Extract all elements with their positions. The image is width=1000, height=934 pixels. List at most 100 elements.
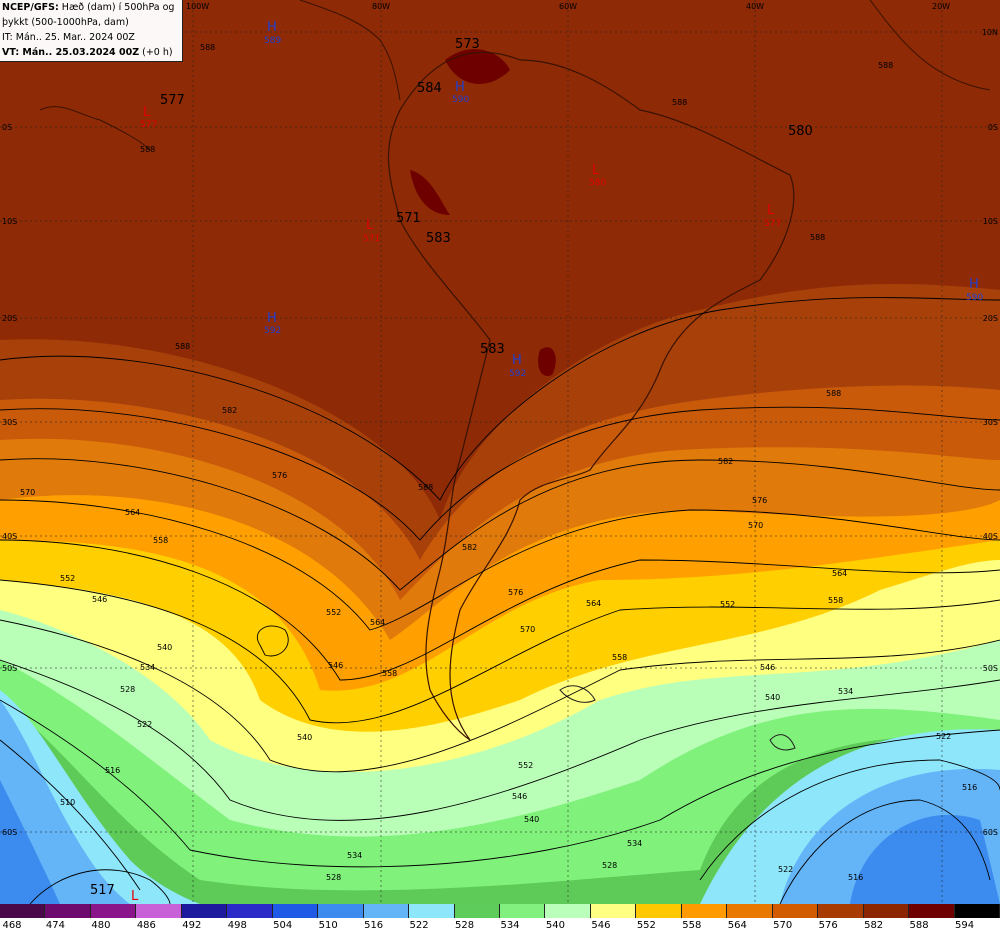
colorbar-tick-label: 576 <box>818 920 838 931</box>
big-label: 583 <box>480 342 505 357</box>
high-value: 592 <box>509 369 526 379</box>
low-value: 577 <box>764 219 781 229</box>
colorbar-tick-label: 522 <box>409 920 429 931</box>
low-marker: L <box>592 163 600 178</box>
colorbar-swatch <box>363 904 410 918</box>
colorbar-swatch <box>545 904 591 918</box>
colorbar-swatch <box>818 904 864 918</box>
andes-highland <box>410 170 450 215</box>
colorbar-swatch <box>272 904 319 918</box>
contour-label: 546 <box>92 595 107 604</box>
lat-labels-left: 0S 10S 20S 30S 40S 50S 60S <box>2 123 17 837</box>
colorbar-tick-label: 474 <box>45 920 65 931</box>
contour-label: 546 <box>760 663 775 672</box>
info-line-4: VT: Mán.. 25.03.2024 00Z (+0 h) <box>2 45 182 60</box>
lon-label: 20W <box>932 2 950 11</box>
colorbar-swatch <box>181 904 228 918</box>
high-value: 592 <box>264 326 281 336</box>
colorbar-swatch <box>500 904 546 918</box>
contour-label: 576 <box>752 496 767 505</box>
venezuela-highland <box>445 49 510 84</box>
lat-label: 10S <box>983 217 998 226</box>
contour-label: 540 <box>157 643 172 652</box>
lat-label: 40S <box>983 532 998 541</box>
low-marker: L <box>767 203 775 218</box>
contour-label: 588 <box>878 61 893 70</box>
lat-label: 20S <box>2 314 17 323</box>
contour-label: 582 <box>222 406 237 415</box>
low-marker: L <box>366 218 374 233</box>
lat-label: 50S <box>2 664 17 673</box>
contour-label: 588 <box>672 98 687 107</box>
contour-label: 510 <box>60 798 75 807</box>
height-contours <box>0 297 1000 904</box>
valid-time: VT: Mán.. 25.03.2024 00Z <box>2 47 140 58</box>
colorbar-tick-label: 540 <box>545 920 565 931</box>
high-value: 590 <box>966 293 983 303</box>
lon-label: 80W <box>372 2 390 11</box>
contour-label: 522 <box>936 732 951 741</box>
contour-label: 576 <box>272 471 287 480</box>
low-marker: L <box>131 889 139 904</box>
colorbar-tick-label: 570 <box>773 920 793 931</box>
colorbar-swatch <box>909 904 955 918</box>
contour-label: 522 <box>778 865 793 874</box>
colorbar-tick-label: 552 <box>636 920 656 931</box>
colorbar-swatch <box>454 904 500 918</box>
lon-label: 40W <box>746 2 764 11</box>
contour-label: 588 <box>826 389 841 398</box>
contour-label: 534 <box>347 851 362 860</box>
colorbar-swatch <box>45 904 91 918</box>
contour-label: 534 <box>140 663 155 672</box>
high-marker: H <box>969 277 979 292</box>
colorbar-tick-label: 558 <box>682 920 702 931</box>
contour-label: 570 <box>748 521 763 530</box>
contour-label: 576 <box>508 588 523 597</box>
colorbar-tick-label: 486 <box>136 920 156 931</box>
lat-label: 20S <box>983 314 998 323</box>
contour-label: 558 <box>153 536 168 545</box>
big-label: 571 <box>396 211 421 226</box>
contour-label: 588 <box>418 483 433 492</box>
lat-label: 30S <box>983 418 998 427</box>
south-georgia-outline <box>769 734 796 751</box>
contour-label: 564 <box>832 569 847 578</box>
model-name: NCEP/GFS: <box>2 2 59 13</box>
contour-label: 558 <box>828 596 843 605</box>
contour-label: 570 <box>520 625 535 634</box>
contour-label: 546 <box>512 792 527 801</box>
colorbar-tick-label: 588 <box>909 920 929 931</box>
colorbar-swatch <box>590 904 637 918</box>
high-marker: H <box>267 20 277 35</box>
big-label: 580 <box>788 124 813 139</box>
contour-label: 534 <box>838 687 853 696</box>
colorbar-swatch <box>636 904 682 918</box>
big-label: 584 <box>417 81 442 96</box>
contour-labels: 588 582 576 570 564 558 552 546 540 534 … <box>20 43 977 882</box>
pressure-centers: H 589 H 590 H 592 H 592 H 590 L 577 L 57… <box>131 20 983 904</box>
colorbar-swatch <box>409 904 455 918</box>
big-label: 517 <box>90 883 115 898</box>
contour-label: 540 <box>297 733 312 742</box>
colorbar-tick-label: 534 <box>500 920 520 931</box>
high-marker: H <box>512 353 522 368</box>
weather-map: 588 582 576 570 564 558 552 546 540 534 … <box>0 0 1000 904</box>
lat-label: 60S <box>2 828 17 837</box>
field-desc: Hæð (dam) í 500hPa og <box>58 2 175 13</box>
contour-label: 516 <box>848 873 863 882</box>
high-marker: H <box>267 311 277 326</box>
contour-label: 588 <box>175 342 190 351</box>
contour-label: 588 <box>200 43 215 52</box>
colorbar-swatch <box>954 904 1000 918</box>
low-marker: L <box>143 105 151 120</box>
grid <box>0 0 1000 904</box>
galapagos-outline <box>39 106 151 151</box>
contour-label: 582 <box>718 457 733 466</box>
contour-label: 564 <box>370 618 385 627</box>
lon-labels: 100W 80W 60W 40W 20W <box>186 2 950 11</box>
colorbar-swatch <box>772 904 819 918</box>
low-value: 580 <box>589 178 606 188</box>
contour-label: 558 <box>382 669 397 678</box>
contour-label: 516 <box>105 766 120 775</box>
lat-label: 30S <box>2 418 17 427</box>
